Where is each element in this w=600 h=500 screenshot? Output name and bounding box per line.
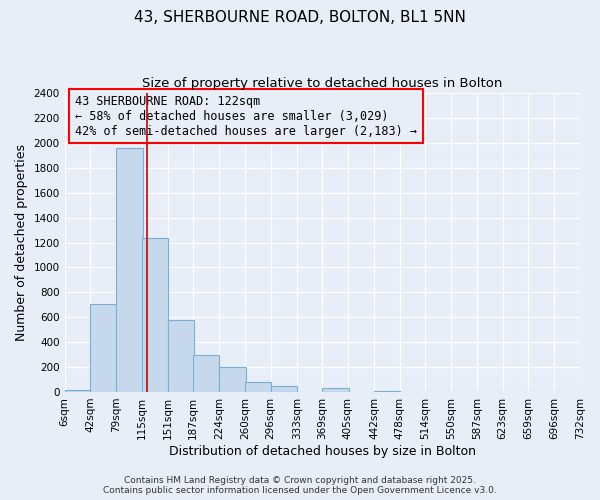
Bar: [142, 238, 169, 392]
Text: 43 SHERBOURNE ROAD: 122sqm
← 58% of detached houses are smaller (3,029)
42% of s: 43 SHERBOURNE ROAD: 122sqm ← 58% of deta…: [75, 94, 417, 138]
Bar: [374, 390, 400, 392]
Bar: [193, 354, 220, 392]
Bar: [220, 367, 245, 392]
Y-axis label: Number of detached properties: Number of detached properties: [15, 144, 28, 341]
Bar: [271, 386, 297, 392]
Title: Size of property relative to detached houses in Bolton: Size of property relative to detached ho…: [142, 78, 503, 90]
X-axis label: Distribution of detached houses by size in Bolton: Distribution of detached houses by size …: [169, 444, 476, 458]
Bar: [65, 390, 91, 392]
Text: 43, SHERBOURNE ROAD, BOLTON, BL1 5NN: 43, SHERBOURNE ROAD, BOLTON, BL1 5NN: [134, 10, 466, 25]
Bar: [116, 148, 143, 392]
Bar: [322, 388, 349, 392]
Bar: [167, 320, 194, 392]
Bar: [90, 304, 116, 392]
Bar: [245, 382, 271, 392]
Text: Contains HM Land Registry data © Crown copyright and database right 2025.
Contai: Contains HM Land Registry data © Crown c…: [103, 476, 497, 495]
